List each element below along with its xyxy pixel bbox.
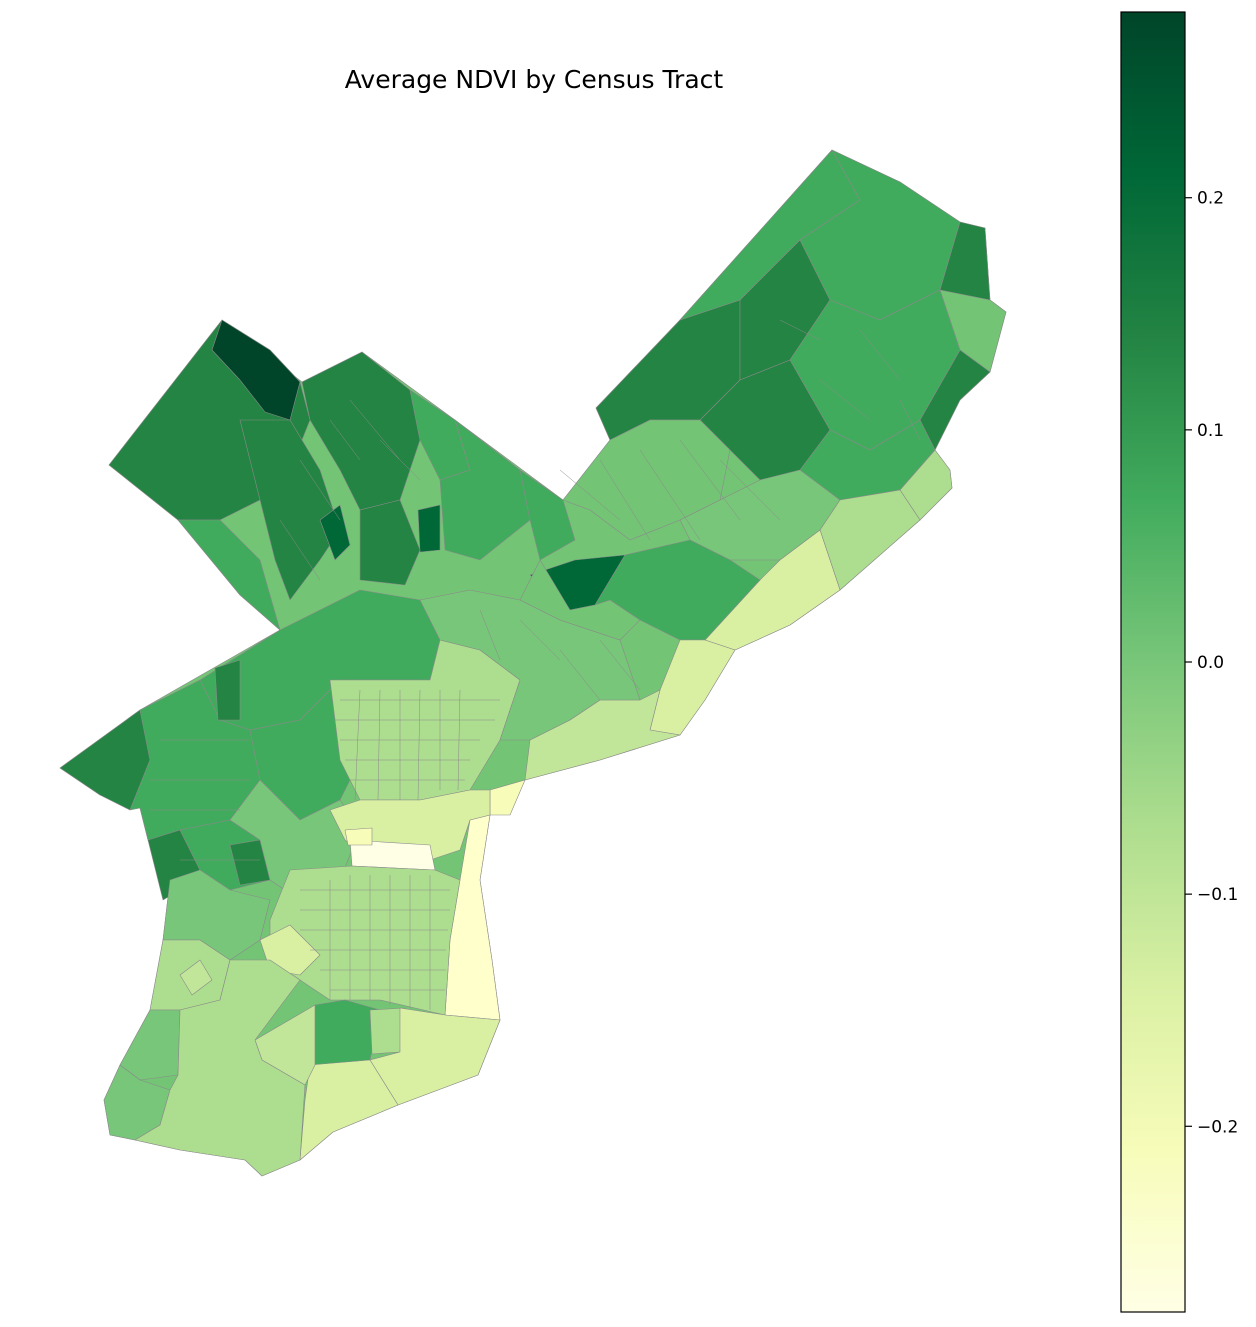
tract-cc-3 bbox=[344, 827, 373, 846]
colorbar-gradient bbox=[1120, 11, 1186, 1313]
colorbar-tick-label: 0.1 bbox=[1197, 421, 1224, 441]
colorbar-ticks: 0.2 0.1 0.0 −0.1 −0.2 bbox=[1185, 189, 1238, 1137]
colorbar-tick-label: −0.1 bbox=[1197, 885, 1238, 905]
colorbar-tick-label: −0.2 bbox=[1197, 1117, 1238, 1137]
tract-nw-2 bbox=[211, 319, 301, 421]
tract-sw-4 bbox=[119, 1009, 181, 1081]
tract-sw-3 bbox=[179, 959, 213, 996]
tract-nw-12 bbox=[519, 469, 576, 561]
tract-n-2 bbox=[419, 589, 641, 741]
tract-w-4 bbox=[214, 659, 241, 721]
tract-ne-14 bbox=[819, 489, 921, 591]
tract-sw-6 bbox=[134, 959, 306, 1177]
tract-nw-8 bbox=[417, 504, 441, 553]
tract-nw-4 bbox=[177, 519, 281, 631]
tract-nw-9 bbox=[359, 499, 421, 586]
census-tract-map bbox=[59, 149, 1007, 1177]
tract-s-5 bbox=[369, 1007, 501, 1106]
map-title: Average NDVI by Census Tract bbox=[345, 65, 724, 94]
colorbar-tick-label: 0.0 bbox=[1197, 653, 1224, 673]
colorbar-tick-label: 0.2 bbox=[1197, 189, 1224, 209]
tract-ne-11 bbox=[899, 449, 953, 521]
tract-nw-3 bbox=[239, 419, 341, 601]
tract-s-6 bbox=[299, 1059, 399, 1161]
tract-n-3 bbox=[519, 559, 641, 641]
tract-boundaries bbox=[150, 319, 921, 1010]
colorbar: 0.2 0.1 0.0 −0.1 −0.2 bbox=[1120, 11, 1238, 1313]
